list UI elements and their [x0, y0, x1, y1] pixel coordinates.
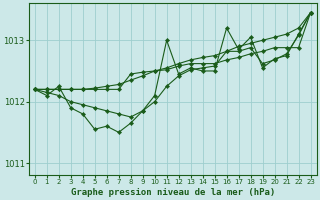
X-axis label: Graphe pression niveau de la mer (hPa): Graphe pression niveau de la mer (hPa): [70, 188, 275, 197]
